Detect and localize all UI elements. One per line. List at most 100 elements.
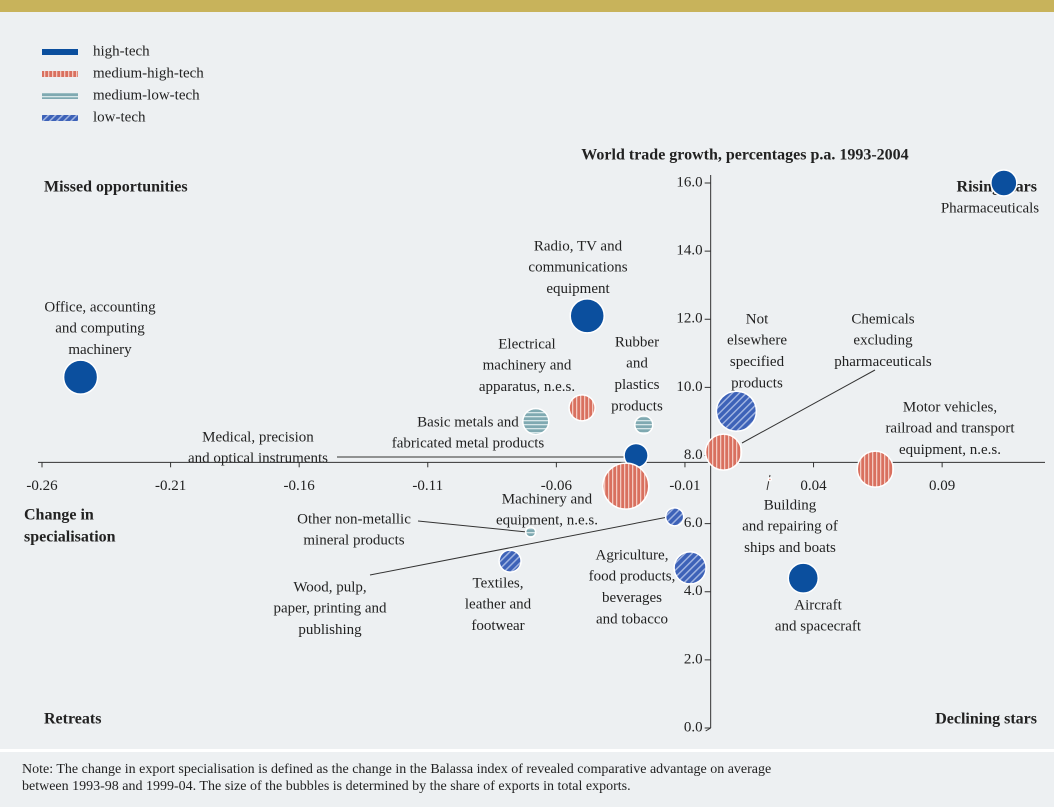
point-label: Other non-metallic (297, 511, 411, 527)
x-tick-label: -0.21 (155, 478, 186, 494)
x-tick-label: -0.11 (412, 478, 443, 494)
point-label: Pharmaceuticals (941, 200, 1039, 216)
note: Note: The change in export specialisatio… (22, 762, 771, 777)
bubble (602, 462, 650, 510)
bubble (62, 359, 99, 395)
x-tick-label: 0.09 (929, 478, 955, 494)
point-label: publishing (298, 622, 362, 638)
x-tick-label: -0.06 (541, 478, 573, 494)
point-label: products (611, 398, 663, 414)
y-tick-label: 16.0 (676, 174, 702, 190)
point-label: machinery (68, 342, 132, 358)
bubble (704, 433, 743, 471)
top-band (0, 0, 1054, 12)
note: between 1993-98 and 1999-04. The size of… (22, 779, 631, 794)
point-label: paper, printing and (273, 601, 387, 617)
bubble (767, 477, 773, 482)
point-label: and tobacco (596, 611, 668, 627)
legend-swatch (42, 115, 78, 121)
point-label: specified (730, 354, 785, 370)
x-tick-label: 0.04 (800, 478, 827, 494)
point-label: elsewhere (727, 333, 787, 349)
bubble (673, 551, 707, 585)
point-label: Not (746, 311, 769, 327)
y-tick-label: 4.0 (684, 583, 703, 599)
bubble (634, 415, 654, 435)
y-tick-label: 10.0 (676, 379, 702, 395)
y-tick-label: 12.0 (676, 311, 702, 327)
y-axis-title: World trade growth, percentages p.a. 199… (581, 147, 908, 164)
bubble (568, 394, 596, 422)
point-label: food products, (589, 569, 676, 585)
y-tick-label: 6.0 (684, 515, 703, 531)
point-label: Machinery and (502, 491, 593, 507)
point-label: excluding (853, 333, 913, 349)
point-label: footwear (471, 618, 524, 634)
point-label: Medical, precision (202, 429, 314, 445)
point-label: Textiles, (472, 575, 523, 591)
bubble (569, 298, 605, 334)
point-label: equipment (546, 281, 610, 297)
separator (0, 749, 1054, 752)
point-label: beverages (602, 590, 662, 606)
point-label: fabricated metal products (392, 436, 545, 452)
bubble (524, 526, 537, 538)
y-tick-label: 0.0 (684, 719, 703, 735)
bubble (522, 407, 550, 436)
leader-line (369, 516, 669, 576)
point-label: and (626, 356, 648, 372)
point-label: and optical instruments (188, 451, 328, 467)
bubble (664, 507, 685, 527)
quadrant-label: Missed opportunities (44, 179, 188, 196)
point-label: plastics (615, 377, 660, 393)
point-label: Electrical (498, 336, 555, 352)
point-label: and spacecraft (775, 619, 862, 635)
x-axis-title: Change in (24, 507, 94, 524)
x-tick-label: -0.26 (26, 478, 58, 494)
point-label: mineral products (303, 533, 404, 549)
point-label: machinery and (483, 358, 572, 374)
legend-label: medium-high-tech (93, 65, 204, 81)
point-label: Building (764, 497, 817, 513)
leader-line (741, 369, 876, 444)
point-label: Rubber (615, 334, 659, 350)
point-label: Radio, TV and (534, 238, 623, 254)
point-label: leather and (465, 597, 532, 613)
x-axis-title: specialisation (24, 529, 116, 546)
point-label: Office, accounting (44, 299, 156, 315)
point-label: equipment, n.e.s. (496, 513, 598, 529)
point-label: Motor vehicles, (903, 399, 997, 415)
bubble (715, 390, 758, 432)
y-tick-label: 8.0 (684, 447, 703, 463)
bubble (498, 549, 522, 573)
quadrant-label: Declining stars (935, 711, 1037, 728)
point-label: communications (528, 260, 627, 276)
legend-label: low-tech (93, 109, 146, 125)
point-label: equipment, n.e.s. (899, 442, 1001, 458)
point-label: railroad and transport (885, 421, 1015, 437)
x-tick-label: -0.01 (669, 478, 700, 494)
x-tick-label: -0.16 (284, 478, 316, 494)
legend-label: medium-low-tech (93, 87, 200, 103)
point-label: Agriculture, (596, 547, 669, 563)
leader-line (417, 520, 528, 533)
legend-swatch (42, 71, 78, 77)
point-label: and computing (55, 321, 145, 337)
point-label: ships and boats (744, 540, 836, 556)
bubble (990, 169, 1018, 197)
y-tick-label: 2.0 (684, 651, 703, 667)
point-label: Basic metals and (417, 414, 519, 430)
bubble (856, 450, 895, 488)
y-tick-label: 14.0 (676, 243, 702, 259)
legend-label: high-tech (93, 43, 150, 59)
bubble (787, 562, 820, 594)
point-label: Wood, pulp, (293, 579, 366, 595)
point-label: pharmaceuticals (834, 354, 932, 370)
point-label: and repairing of (742, 519, 838, 535)
point-label: Aircraft (794, 597, 842, 613)
legend-swatch (42, 49, 78, 55)
point-label: products (731, 375, 783, 391)
point-label: apparatus, n.e.s. (479, 379, 575, 395)
quadrant-label: Retreats (44, 711, 101, 728)
